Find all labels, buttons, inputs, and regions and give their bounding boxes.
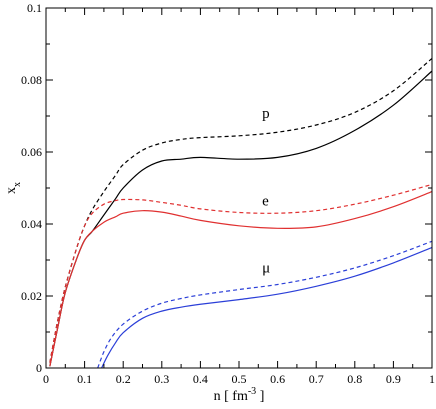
curve-label-0: p xyxy=(262,106,270,122)
series-line-2 xyxy=(49,183,433,363)
x-tick-label: 0.9 xyxy=(386,372,401,386)
x-axis-label-sup: -3 xyxy=(248,386,256,397)
y-tick-label: 0.08 xyxy=(21,73,42,87)
series-layer xyxy=(49,57,433,369)
series-line-5 xyxy=(101,246,433,369)
x-axis-label-close: ] xyxy=(256,389,264,404)
x-tick-label: 0.3 xyxy=(154,372,169,386)
x-axis-label: n [ fm-3 ] xyxy=(214,386,265,404)
y-tick-label: 0.06 xyxy=(21,145,42,159)
curve-label-2: μ xyxy=(262,261,270,277)
x-tick-label: 0.2 xyxy=(116,372,131,386)
y-tick-label: 0.1 xyxy=(27,1,42,15)
x-tick-label: 0.6 xyxy=(270,372,285,386)
y-axis-label-sub: x xyxy=(12,182,23,187)
y-axis-label: xx xyxy=(4,182,23,194)
series-line-4 xyxy=(97,240,433,369)
x-tick-label: 0.8 xyxy=(347,372,362,386)
x-tick-label: 0.4 xyxy=(193,372,208,386)
y-tick-label: 0 xyxy=(36,361,42,375)
series-line-1 xyxy=(49,70,433,367)
curve-label-1: e xyxy=(262,193,269,209)
y-tick-label: 0.02 xyxy=(21,289,42,303)
series-line-3 xyxy=(49,191,433,367)
x-tick-label: 1 xyxy=(429,372,435,386)
ticks-layer: 0 0.1 0.2 0.3 0.4 0.5 0.6 0.7 0.8 0.9 1 0 0.02 0.04 0.… xyxy=(21,1,435,386)
x-tick-label: 0.1 xyxy=(77,372,92,386)
plot-frame xyxy=(45,7,433,369)
series-line-0 xyxy=(49,57,433,363)
x-tick-label: 0.5 xyxy=(232,372,247,386)
y-tick-label: 0.04 xyxy=(21,217,42,231)
x-tick-label: 0 xyxy=(43,372,49,386)
annot-layer: p e μ xyxy=(262,106,270,277)
x-tick-label: 0.7 xyxy=(309,372,324,386)
